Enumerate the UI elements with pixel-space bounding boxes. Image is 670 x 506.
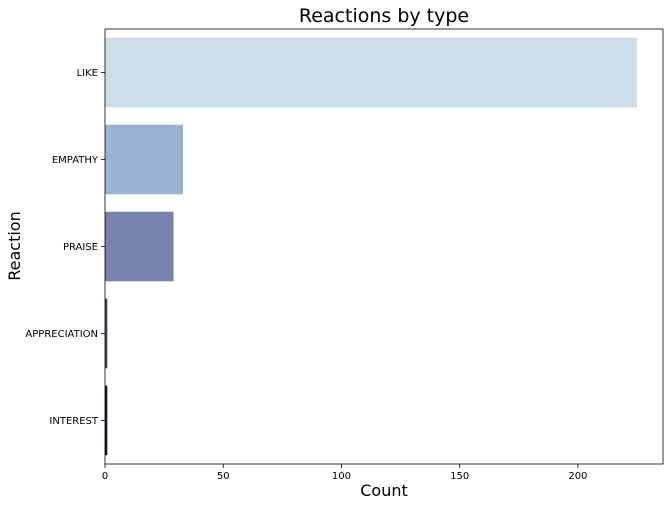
bar-empathy <box>105 124 184 195</box>
bar-like <box>105 37 637 108</box>
bar-appreciation <box>105 298 108 369</box>
x-tick-label: 150 <box>450 471 469 482</box>
x-tick-label: 0 <box>102 471 108 482</box>
bar-interest <box>105 385 108 456</box>
y-tick-label: INTEREST <box>49 416 98 427</box>
bars-group <box>105 37 637 456</box>
x-tick-label: 50 <box>217 471 230 482</box>
x-axis-ticks: 0 50 100 150 200 <box>102 464 587 482</box>
bar-praise <box>105 211 174 282</box>
chart-title: Reactions by type <box>299 5 469 27</box>
y-tick-label: EMPATHY <box>52 155 99 166</box>
y-axis-ticks: LIKE EMPATHY PRAISE APPRECIATION INTEREST <box>25 68 105 427</box>
y-tick-label: APPRECIATION <box>25 329 98 340</box>
x-tick-label: 200 <box>568 471 587 482</box>
y-tick-label: PRAISE <box>63 242 98 253</box>
x-tick-label: 100 <box>332 471 351 482</box>
plot-frame <box>104 28 664 465</box>
y-tick-label: LIKE <box>77 68 98 79</box>
x-axis-label: Count <box>360 481 408 500</box>
y-axis-label: Reaction <box>5 211 24 281</box>
